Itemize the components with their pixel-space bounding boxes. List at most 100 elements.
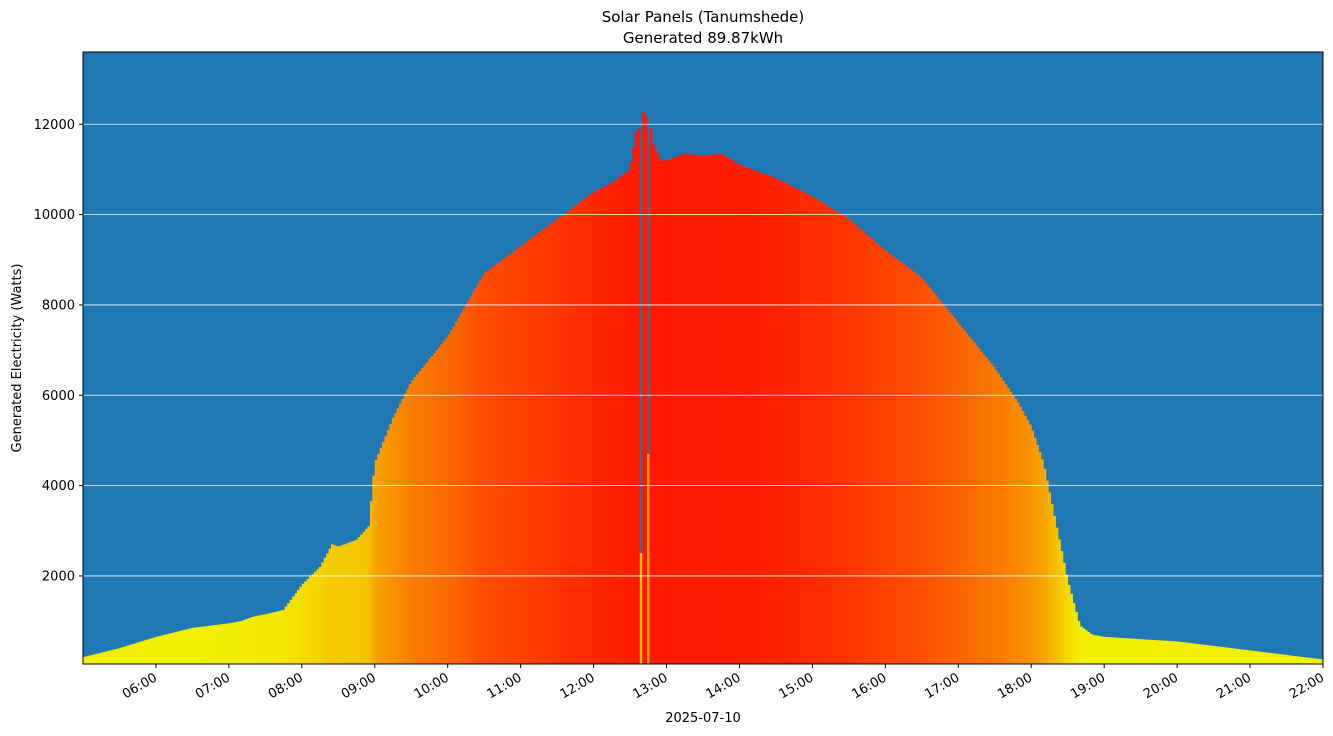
area-bar-435: [1140, 639, 1144, 664]
area-bar-88: [296, 589, 300, 664]
area-bar-358: [953, 318, 957, 664]
area-bar-117: [367, 526, 371, 664]
area-bar-359: [955, 321, 959, 664]
area-bar-492: [1279, 654, 1283, 664]
area-bar-49: [202, 626, 205, 664]
area-bar-507: [1315, 658, 1319, 664]
area-bar-343: [916, 275, 920, 664]
area-bar-336: [899, 262, 903, 664]
area-bar-409: [1077, 621, 1081, 664]
area-bar-108: [345, 543, 349, 664]
area-bar-340: [909, 269, 913, 664]
area-bar-390: [1031, 430, 1035, 664]
area-bar-373: [989, 363, 993, 664]
area-bar-166: [486, 270, 490, 664]
area-bar-105: [338, 546, 342, 664]
area-bar-14: [117, 648, 120, 664]
area-bar-228: [637, 128, 641, 664]
area-bar-496: [1288, 655, 1292, 664]
x-tick-label-8: 14:00: [704, 670, 744, 702]
area-bar-289: [785, 183, 789, 664]
x-tick-label-14: 20:00: [1141, 670, 1181, 702]
area-bar-403: [1062, 562, 1066, 664]
y-tick-label-1: 4000: [42, 479, 75, 494]
area-bar-82: [282, 609, 286, 664]
area-bar-347: [926, 285, 930, 664]
area-bar-195: [557, 218, 560, 664]
area-bar-27: [148, 638, 152, 664]
area-bar-391: [1033, 437, 1037, 664]
area-bar-97: [318, 566, 322, 664]
area-bar-456: [1191, 643, 1195, 664]
area-bar-149: [445, 338, 449, 664]
area-bar-285: [775, 179, 779, 664]
area-bar-126: [389, 423, 393, 664]
area-bar-7: [100, 652, 103, 664]
area-bar-344: [919, 276, 923, 664]
area-bar-191: [547, 225, 551, 664]
area-bar-173: [503, 257, 507, 664]
area-bar-441: [1155, 640, 1159, 664]
area-bar-318: [856, 226, 860, 665]
area-bar-294: [797, 189, 801, 664]
area-bar-1: [85, 656, 89, 664]
area-bar-236: [656, 154, 660, 665]
area-bar-75: [265, 614, 269, 664]
area-bar-244: [676, 156, 680, 664]
area-bar-299: [809, 195, 813, 664]
area-bar-263: [722, 155, 726, 664]
area-bar-56: [219, 624, 222, 664]
area-bar-446: [1167, 640, 1171, 664]
area-bar-42: [185, 629, 188, 664]
area-bar-139: [420, 368, 424, 664]
area-bar-271: [741, 166, 745, 664]
area-bar-384: [1016, 402, 1020, 664]
area-bar-278: [758, 172, 762, 664]
area-bar-192: [549, 223, 553, 664]
area-bar-212: [598, 189, 602, 664]
area-bar-127: [391, 417, 395, 664]
area-bar-121: [377, 453, 381, 664]
area-bar-472: [1230, 648, 1234, 664]
area-bar-10: [107, 650, 111, 664]
area-bar-112: [355, 539, 359, 664]
area-bar-445: [1164, 640, 1168, 664]
x-tick-label-1: 07:00: [193, 670, 233, 702]
area-bar-374: [992, 366, 996, 664]
area-bar-197: [561, 214, 565, 664]
area-bar-452: [1181, 642, 1185, 664]
area-bar-509: [1320, 659, 1324, 664]
area-bar-451: [1179, 641, 1183, 664]
area-bar-190: [544, 227, 548, 665]
area-bar-320: [861, 230, 864, 664]
area-bar-385: [1019, 406, 1022, 664]
area-bar-179: [518, 247, 522, 664]
area-bar-22: [136, 642, 140, 664]
area-bar-123: [382, 441, 385, 664]
area-bar-442: [1157, 640, 1161, 664]
area-bar-314: [846, 218, 850, 665]
area-bar-92: [306, 578, 310, 664]
area-bar-302: [817, 200, 821, 665]
area-bar-319: [858, 228, 862, 664]
x-tick-label-0: 06:00: [120, 670, 160, 702]
area-bar-89: [299, 586, 303, 664]
area-bar-99: [323, 557, 327, 664]
area-bar-28: [151, 638, 154, 664]
area-bar-24: [141, 641, 145, 664]
area-bar-18: [126, 645, 130, 664]
area-bar-140: [423, 365, 427, 664]
area-bar-471: [1228, 647, 1232, 664]
area-bar-449: [1174, 641, 1178, 664]
area-bar-473: [1233, 648, 1236, 664]
area-bar-215: [605, 185, 609, 664]
area-bar-459: [1199, 644, 1202, 664]
area-bar-144: [433, 353, 436, 664]
area-bar-161: [474, 288, 478, 664]
area-bar-367: [975, 345, 979, 664]
area-bar-356: [948, 312, 952, 664]
area-bar-474: [1235, 648, 1239, 664]
area-bar-153: [455, 321, 458, 664]
area-bar-125: [386, 429, 390, 664]
area-bar-429: [1126, 638, 1129, 664]
